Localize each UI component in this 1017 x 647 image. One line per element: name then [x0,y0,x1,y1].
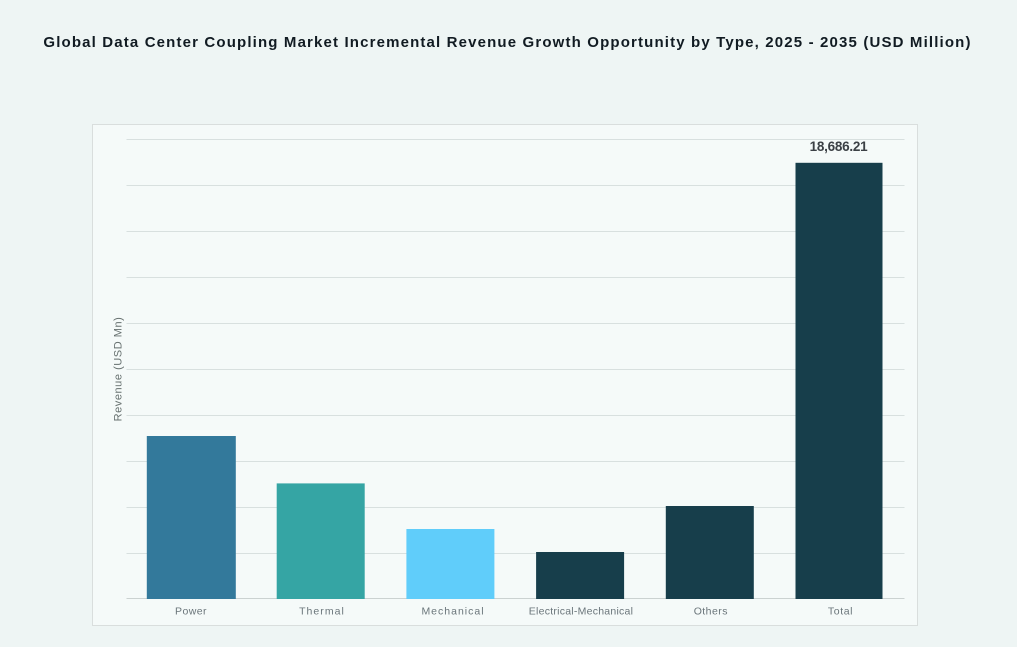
svg-text:Electrical-Mechanical: Electrical-Mechanical [529,606,633,618]
svg-text:Power: Power [175,606,207,618]
svg-text:Others: Others [694,606,728,618]
svg-text:Global Data Center Coupling Ma: Global Data Center Coupling Market Incre… [43,34,971,51]
svg-text:Total: Total [828,606,853,618]
svg-text:Mechanical: Mechanical [421,606,484,618]
svg-text:Thermal: Thermal [299,606,345,618]
svg-text:Revenue (USD Mn): Revenue (USD Mn) [113,317,125,422]
svg-text:18,686.21: 18,686.21 [810,139,869,154]
